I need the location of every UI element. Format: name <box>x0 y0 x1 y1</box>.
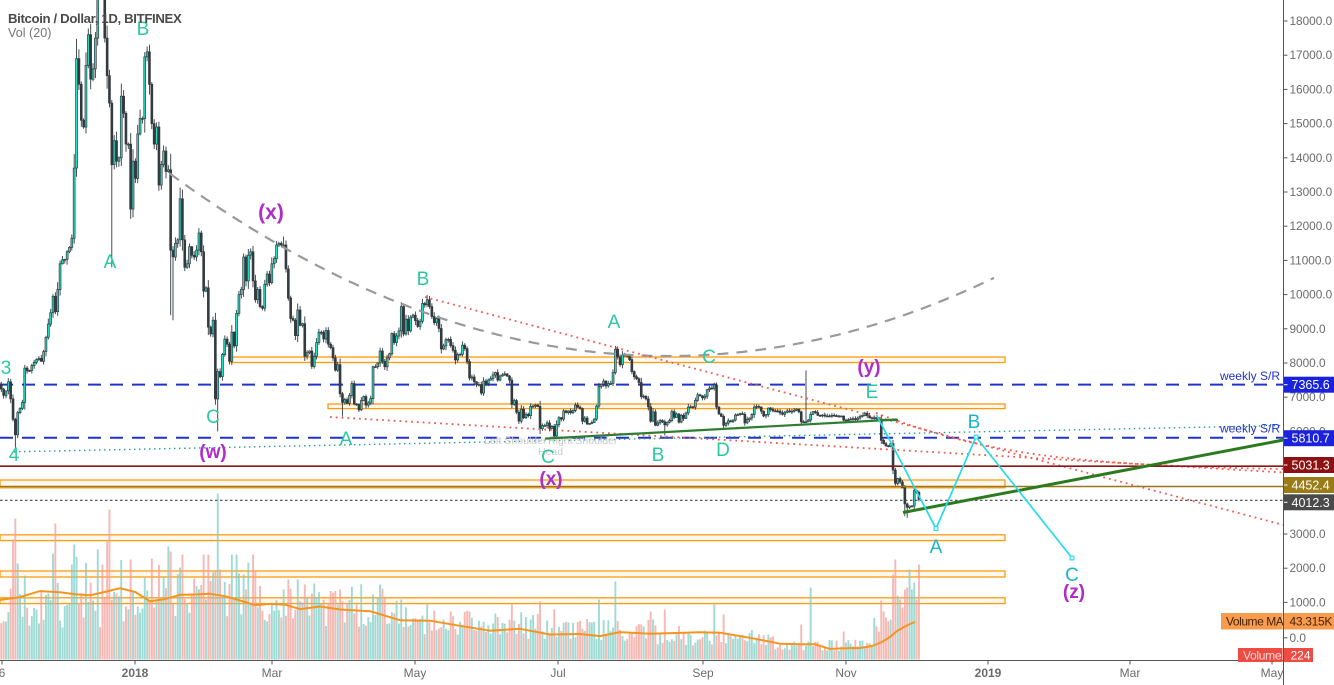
svg-text:Volume: Volume <box>1243 649 1282 663</box>
svg-text:7365.6: 7365.6 <box>1292 378 1330 392</box>
svg-text:15000.0: 15000.0 <box>1290 117 1333 131</box>
svg-text:weekly S/R: weekly S/R <box>1219 369 1280 383</box>
svg-text:A: A <box>608 312 621 333</box>
svg-text:A: A <box>340 429 353 450</box>
svg-text:B: B <box>137 19 150 40</box>
svg-text:(z): (z) <box>1063 582 1085 603</box>
svg-text:Nov: Nov <box>835 666 856 680</box>
svg-text:Sep: Sep <box>692 666 714 680</box>
svg-text:5810.7: 5810.7 <box>1292 432 1330 446</box>
svg-text:C: C <box>206 407 220 428</box>
svg-text:43.315K: 43.315K <box>1290 615 1333 629</box>
svg-text:18000.0: 18000.0 <box>1290 14 1333 28</box>
svg-text:May: May <box>1261 666 1284 680</box>
svg-text:D: D <box>716 440 730 461</box>
svg-text:E: E <box>866 382 879 403</box>
svg-text:17000.0: 17000.0 <box>1290 48 1333 62</box>
svg-text:A: A <box>930 537 943 558</box>
svg-text:5031.3: 5031.3 <box>1292 459 1330 473</box>
svg-text:(w): (w) <box>199 442 226 463</box>
svg-text:6: 6 <box>0 666 6 680</box>
svg-text:2019: 2019 <box>975 666 1002 680</box>
svg-text:9000.0: 9000.0 <box>1290 322 1327 336</box>
svg-text:3000.0: 3000.0 <box>1290 527 1327 541</box>
svg-text:4: 4 <box>9 445 20 466</box>
svg-text:B: B <box>968 412 981 433</box>
svg-text:4012.3: 4012.3 <box>1292 496 1330 510</box>
svg-text:Left Shoulder: Left Shoulder <box>484 435 547 447</box>
svg-text:8000.0: 8000.0 <box>1290 356 1327 370</box>
svg-text:Volume MA: Volume MA <box>1226 615 1284 629</box>
svg-text:A: A <box>104 252 117 273</box>
svg-text:14000.0: 14000.0 <box>1290 151 1333 165</box>
svg-text:May: May <box>404 666 427 680</box>
svg-text:10000.0: 10000.0 <box>1290 288 1333 302</box>
svg-text:2018: 2018 <box>122 666 149 680</box>
svg-text:Bitcoin / Dollar, 1D, BITFINEX: Bitcoin / Dollar, 1D, BITFINEX <box>8 11 182 26</box>
svg-text:Vol (20): Vol (20) <box>8 26 51 40</box>
svg-text:1000.0: 1000.0 <box>1290 595 1327 609</box>
svg-text:3: 3 <box>1 358 12 379</box>
svg-text:C: C <box>541 447 555 468</box>
svg-text:(x): (x) <box>539 469 562 490</box>
svg-text:13000.0: 13000.0 <box>1290 185 1333 199</box>
svg-text:Jul: Jul <box>550 666 565 680</box>
svg-text:B: B <box>417 269 430 290</box>
svg-text:Mar: Mar <box>262 666 283 680</box>
svg-text:12000.0: 12000.0 <box>1290 219 1333 233</box>
svg-text:C: C <box>1065 565 1079 586</box>
svg-text:7000.0: 7000.0 <box>1290 390 1327 404</box>
svg-text:16000.0: 16000.0 <box>1290 82 1333 96</box>
svg-text:224: 224 <box>1291 649 1311 663</box>
svg-text:11000.0: 11000.0 <box>1290 253 1332 267</box>
svg-text:(x): (x) <box>258 201 284 224</box>
svg-text:Mar: Mar <box>1120 666 1141 680</box>
svg-text:weekly S/R: weekly S/R <box>1219 422 1280 436</box>
svg-text:Head: Head <box>538 446 563 458</box>
svg-text:B: B <box>652 445 665 466</box>
svg-text:2000.0: 2000.0 <box>1290 561 1327 575</box>
svg-text:0.0: 0.0 <box>1290 631 1307 645</box>
svg-text:(y): (y) <box>857 357 880 378</box>
svg-text:C: C <box>702 347 716 368</box>
svg-text:4452.4: 4452.4 <box>1292 479 1330 493</box>
